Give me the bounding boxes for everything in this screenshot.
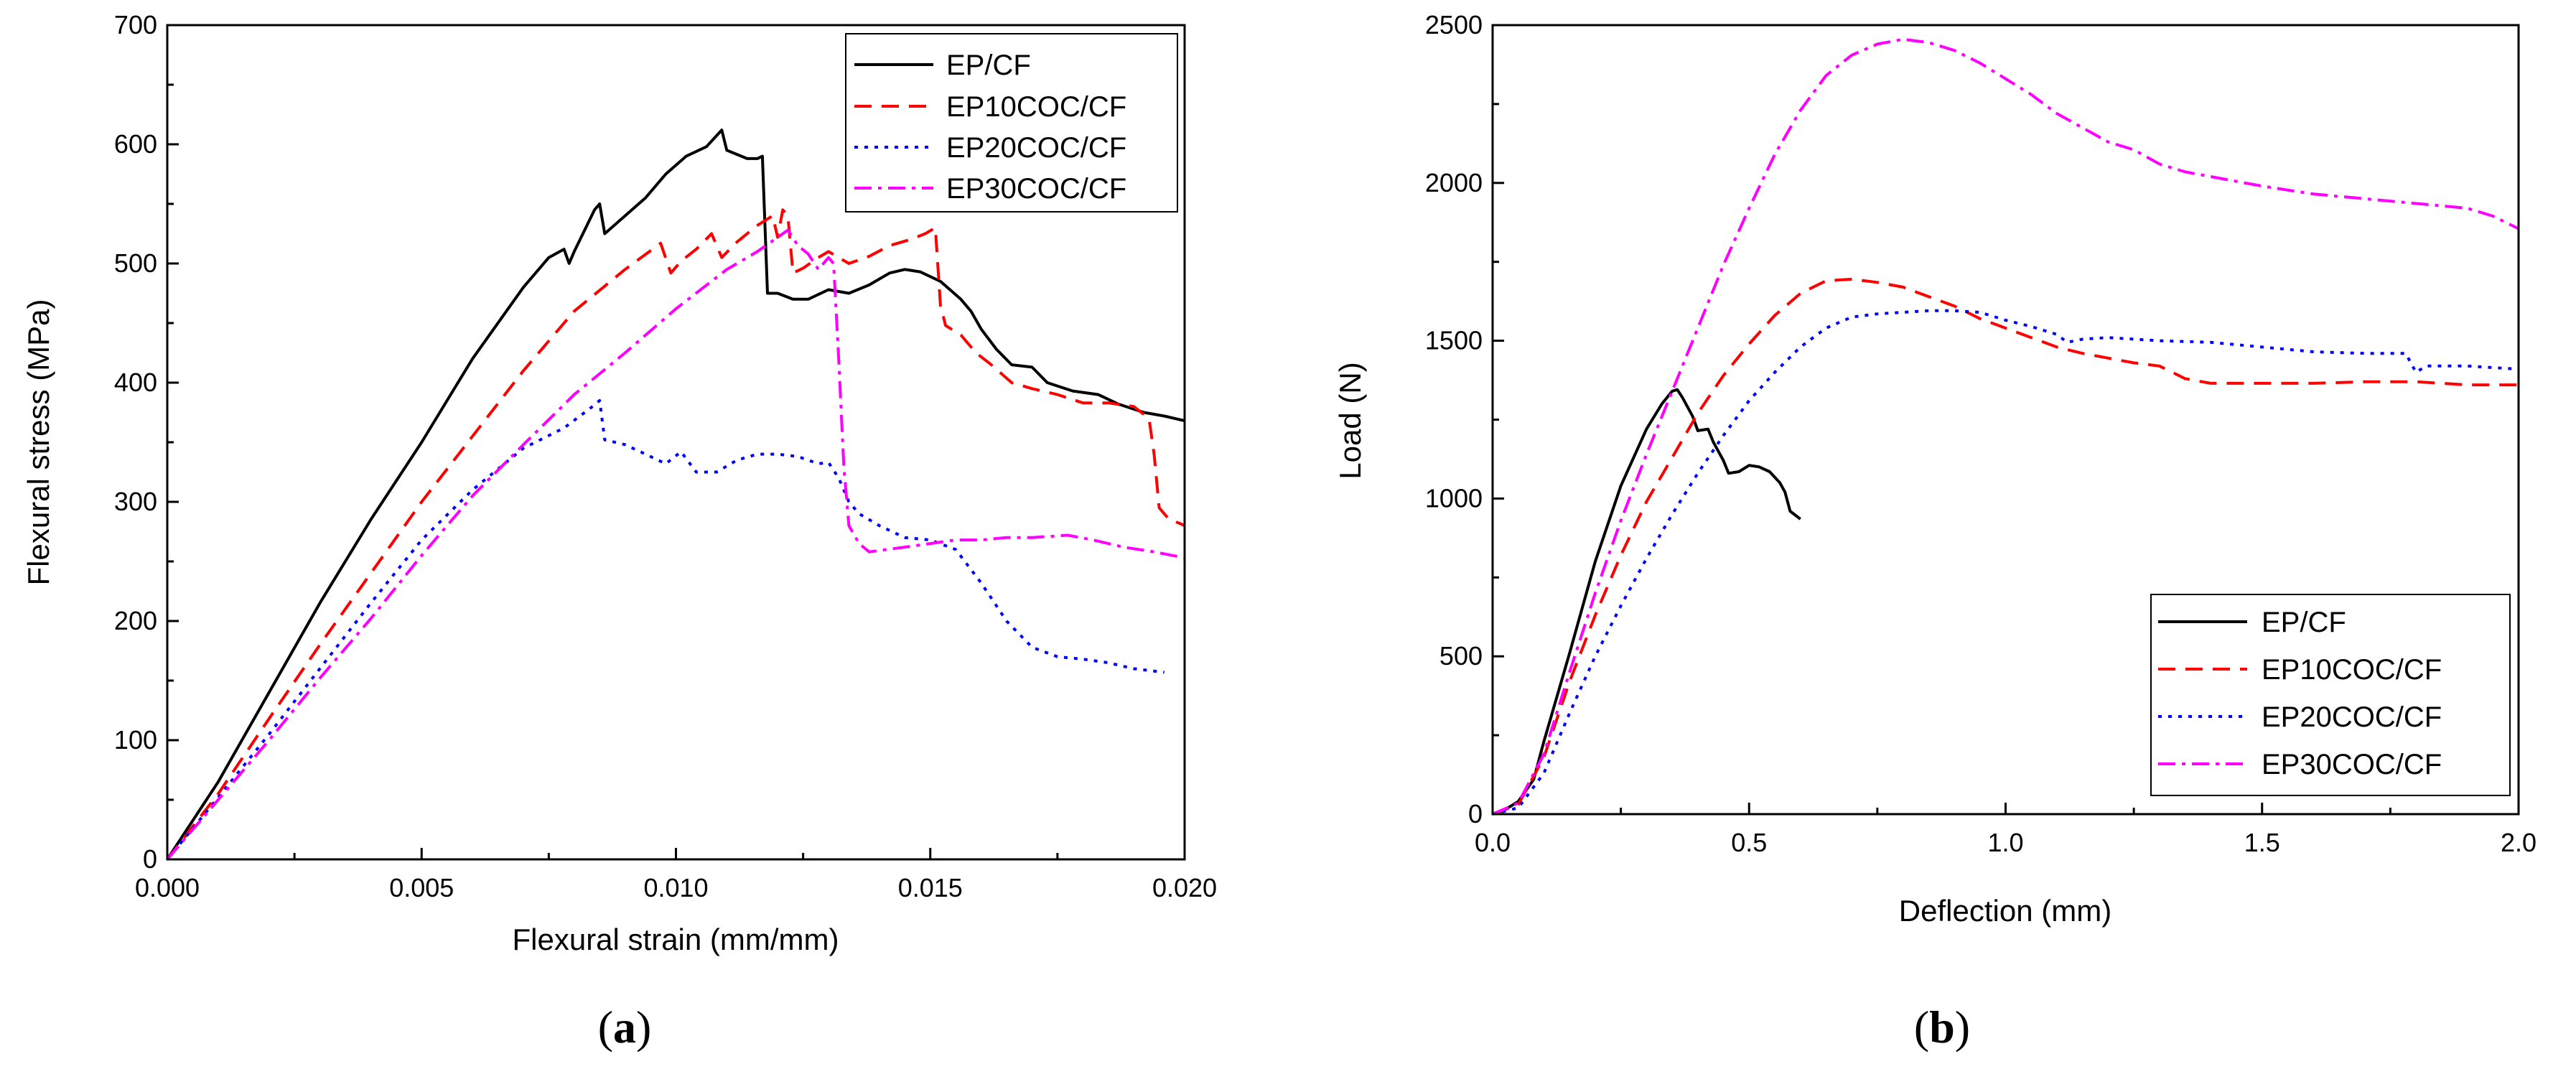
caption-close-paren: ) [1955, 1002, 1970, 1052]
y-tick-label: 300 [114, 487, 157, 516]
legend-label-ep20coc-cf: EP20COC/CF [946, 132, 1126, 164]
y-tick-label: 100 [114, 725, 157, 755]
y-tick-label: 500 [114, 248, 157, 278]
x-tick-label: 0.000 [135, 873, 200, 902]
chart-panel-a: 0.000 0.005 0.010 0.015 0.020 0 100 200 300 400 50… [22, 10, 1217, 1052]
y-tick-label: 0 [1468, 799, 1483, 828]
series-line-ep-cf [1492, 388, 1801, 816]
ticks-layer: 0.0 0.5 1.0 1.5 2.0 0 500 1000 1500 2000 2500 [1425, 10, 2537, 857]
y-tick-label: 500 [1439, 641, 1483, 671]
legend-label-ep20coc-cf: EP20COC/CF [2262, 701, 2442, 733]
y-tick-label: 2000 [1425, 168, 1483, 197]
x-tick-label: 1.0 [1987, 828, 2023, 857]
legend-label-ep-cf: EP/CF [2262, 607, 2346, 638]
legend-label-ep-cf: EP/CF [946, 50, 1031, 81]
x-axis-title: Deflection (mm) [1899, 894, 2111, 928]
y-tick-label: 400 [114, 368, 157, 397]
caption-b: (b) [1914, 1002, 1970, 1052]
caption-open-paren: ( [598, 1002, 613, 1052]
series-line-ep30coc-cf [1492, 37, 2519, 816]
y-axis-title: Flexural stress (MPa) [22, 299, 55, 585]
plot-frame [166, 24, 1186, 861]
x-tick-label: 0.005 [389, 873, 454, 902]
y-tick-label: 1000 [1425, 483, 1483, 513]
x-tick-label: 0.5 [1731, 828, 1767, 857]
y-tick-label: 2500 [1425, 10, 1483, 39]
legend-label-ep10coc-cf: EP10COC/CF [946, 91, 1126, 123]
legend-label-ep30coc-cf: EP30COC/CF [946, 173, 1126, 205]
x-axis-title: Flexural strain (mm/mm) [512, 923, 839, 956]
caption-a: (a) [598, 1002, 652, 1052]
y-tick-label: 1500 [1425, 326, 1483, 355]
series-line-ep-cf [166, 129, 1185, 861]
legend: EP/CF EP10COC/CF EP20COC/CF EP30COC/CF [2150, 594, 2511, 796]
x-tick-label: 0.010 [643, 873, 708, 902]
y-tick-label: 700 [114, 10, 157, 39]
x-tick-label: 0.020 [1152, 873, 1217, 902]
series-line-ep20coc-cf [1492, 309, 2519, 816]
series-layer [166, 129, 1185, 861]
series-layer [1492, 37, 2519, 816]
legend-label-ep30coc-cf: EP30COC/CF [2262, 749, 2442, 780]
series-line-ep30coc-cf [166, 228, 1185, 861]
caption-letter-b: b [1929, 1002, 1955, 1052]
y-tick-label: 0 [143, 844, 157, 874]
x-tick-label: 2.0 [2501, 828, 2537, 857]
y-tick-label: 200 [114, 606, 157, 635]
y-tick-label: 600 [114, 129, 157, 159]
x-tick-label: 0.015 [898, 873, 963, 902]
series-line-ep10coc-cf [1492, 277, 2519, 816]
chart-panel-b: 0.0 0.5 1.0 1.5 2.0 0 500 1000 1500 2000 2500 Defl… [1333, 10, 2537, 1052]
x-tick-label: 0.0 [1475, 828, 1511, 857]
y-axis-title: Load (N) [1333, 362, 1367, 479]
x-tick-label: 1.5 [2244, 828, 2280, 857]
plot-frame [1491, 24, 2520, 816]
caption-letter-a: a [613, 1002, 636, 1052]
caption-close-paren: ) [636, 1002, 651, 1052]
caption-open-paren: ( [1914, 1002, 1929, 1052]
legend-box [2150, 594, 2511, 796]
legend-label-ep10coc-cf: EP10COC/CF [2262, 654, 2442, 686]
series-line-ep10coc-cf [166, 208, 1185, 861]
legend: EP/CF EP10COC/CF EP20COC/CF EP30COC/CF [845, 33, 1178, 213]
